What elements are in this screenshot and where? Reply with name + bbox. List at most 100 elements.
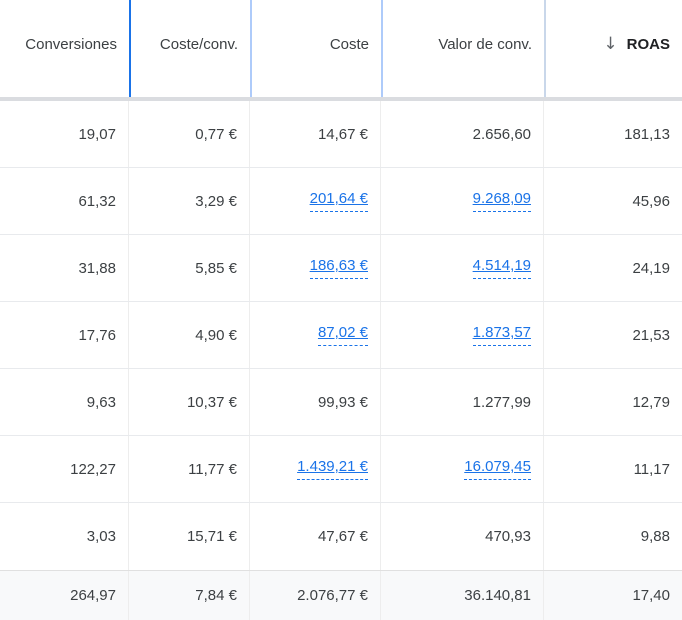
total-cell: 7,84 € — [129, 571, 250, 620]
cell-value: 2.656,60 — [472, 125, 531, 143]
total-value: 2.076,77 € — [297, 587, 368, 604]
table-cell: 9.268,09 — [381, 168, 544, 234]
metric-drilldown-link[interactable]: 87,02 € — [317, 324, 368, 346]
table-header-row: Conversiones Coste/conv. Coste Valor de … — [0, 0, 682, 97]
cell-value: 31,88 — [78, 259, 116, 277]
table-cell: 15,71 € — [129, 503, 250, 570]
table-cell: 11,17 — [544, 436, 682, 502]
column-header-coste-conv[interactable]: Coste/conv. — [129, 0, 250, 97]
cell-value: 45,96 — [632, 192, 670, 210]
cell-value: 470,93 — [485, 528, 531, 545]
table-row: 122,27 11,77 € 1.439,21 € 16.079,45 11,17 — [0, 436, 682, 503]
table-cell: 16.079,45 — [381, 436, 544, 502]
table-row: 61,32 3,29 € 201,64 € 9.268,09 45,96 — [0, 168, 682, 235]
cell-value: 9,63 — [86, 393, 116, 411]
table-cell: 10,37 € — [129, 369, 250, 435]
table-cell: 181,13 — [544, 101, 682, 167]
cell-value: 61,32 — [78, 192, 116, 210]
table-cell: 470,93 — [381, 503, 544, 570]
metric-drilldown-link[interactable]: 1.873,57 — [472, 324, 531, 346]
table-cell: 17,76 — [0, 302, 129, 368]
table-cell: 3,03 — [0, 503, 129, 570]
total-cell: 36.140,81 — [381, 571, 544, 620]
cell-value: 181,13 — [624, 125, 670, 143]
table-cell: 186,63 € — [250, 235, 381, 301]
table-row: 17,76 4,90 € 87,02 € 1.873,57 21,53 — [0, 302, 682, 369]
total-value: 17,40 — [632, 587, 670, 604]
cell-value: 9,88 — [640, 528, 670, 545]
table-body: 19,07 0,77 € 14,67 € 2.656,60 181,13 61,32 3,2… — [0, 101, 682, 570]
table-cell: 19,07 — [0, 101, 129, 167]
cell-value: 24,19 — [632, 259, 670, 277]
table-cell: 1.439,21 € — [250, 436, 381, 502]
table-cell: 122,27 — [0, 436, 129, 502]
column-header-label: Conversiones — [25, 36, 117, 53]
table-cell: 1.873,57 — [381, 302, 544, 368]
table-row: 9,63 10,37 € 99,93 € 1.277,99 12,79 — [0, 369, 682, 436]
table-cell: 12,79 — [544, 369, 682, 435]
header-divider — [0, 97, 682, 101]
table-cell: 1.277,99 — [381, 369, 544, 435]
column-header-roas[interactable]: ↓ ROAS — [544, 0, 682, 97]
cell-value: 12,79 — [632, 393, 670, 411]
column-header-label: ROAS — [626, 36, 670, 53]
cell-value: 14,67 € — [317, 125, 368, 143]
table-cell: 5,85 € — [129, 235, 250, 301]
total-cell: 2.076,77 € — [250, 571, 381, 620]
table-cell: 9,88 — [544, 503, 682, 570]
column-header-label: Coste/conv. — [159, 36, 238, 53]
column-header-coste[interactable]: Coste — [250, 0, 381, 97]
cell-value: 47,67 € — [317, 528, 368, 545]
cell-value: 5,85 € — [195, 259, 237, 277]
table-cell: 31,88 — [0, 235, 129, 301]
column-header-valor-de-conv[interactable]: Valor de conv. — [381, 0, 544, 97]
table-cell: 47,67 € — [250, 503, 381, 570]
cell-value: 15,71 € — [186, 528, 237, 545]
cell-value: 21,53 — [632, 326, 670, 344]
table-cell: 45,96 — [544, 168, 682, 234]
table-cell: 21,53 — [544, 302, 682, 368]
table-row: 31,88 5,85 € 186,63 € 4.514,19 24,19 — [0, 235, 682, 302]
table-cell: 99,93 € — [250, 369, 381, 435]
cell-value: 0,77 € — [195, 125, 237, 143]
table-row: 19,07 0,77 € 14,67 € 2.656,60 181,13 — [0, 101, 682, 168]
cell-value: 4,90 € — [195, 326, 237, 344]
cell-value: 11,77 € — [188, 460, 237, 478]
cell-value: 11,17 — [633, 460, 670, 478]
table-cell: 9,63 — [0, 369, 129, 435]
total-value: 36.140,81 — [464, 587, 531, 604]
cell-value: 3,29 € — [195, 192, 237, 210]
table-cell: 201,64 € — [250, 168, 381, 234]
table-cell: 24,19 — [544, 235, 682, 301]
table-total-row: 264,97 7,84 € 2.076,77 € 36.140,81 17,40 — [0, 570, 682, 620]
total-cell: 17,40 — [544, 571, 682, 620]
table-cell: 3,29 € — [129, 168, 250, 234]
table-cell: 14,67 € — [250, 101, 381, 167]
cell-value: 3,03 — [86, 528, 116, 545]
metric-drilldown-link[interactable]: 1.439,21 € — [297, 458, 368, 480]
table-cell: 2.656,60 — [381, 101, 544, 167]
metric-drilldown-link[interactable]: 186,63 € — [309, 257, 368, 279]
sort-descending-icon[interactable]: ↓ — [603, 34, 618, 54]
cell-value: 122,27 — [70, 460, 116, 478]
metric-drilldown-link[interactable]: 201,64 € — [309, 190, 368, 212]
cell-value: 99,93 € — [317, 393, 368, 411]
metric-drilldown-link[interactable]: 9.268,09 — [472, 190, 531, 212]
column-header-label: Valor de conv. — [438, 36, 532, 53]
metric-drilldown-link[interactable]: 16.079,45 — [464, 458, 531, 480]
cell-value: 10,37 € — [186, 393, 237, 411]
table-cell: 4,90 € — [129, 302, 250, 368]
table-cell: 0,77 € — [129, 101, 250, 167]
total-value: 7,84 € — [195, 587, 237, 604]
column-header-label: Coste — [329, 36, 369, 53]
metric-drilldown-link[interactable]: 4.514,19 — [472, 257, 531, 279]
table-cell: 4.514,19 — [381, 235, 544, 301]
column-header-conversiones[interactable]: Conversiones — [0, 0, 129, 97]
total-cell: 264,97 — [0, 571, 129, 620]
table-row: 3,03 15,71 € 47,67 € 470,93 9,88 — [0, 503, 682, 570]
cell-value: 19,07 — [78, 125, 116, 143]
table-cell: 11,77 € — [129, 436, 250, 502]
total-value: 264,97 — [70, 587, 116, 604]
table-cell: 61,32 — [0, 168, 129, 234]
